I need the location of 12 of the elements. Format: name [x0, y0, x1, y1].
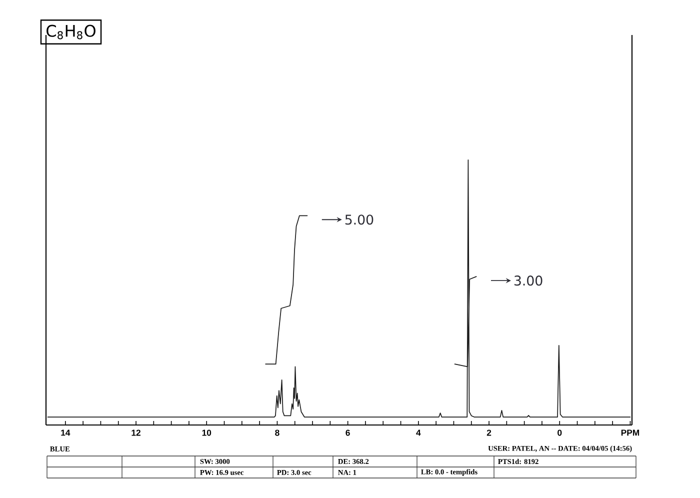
annotation: 5.00	[345, 214, 374, 225]
x-tick-label: 2	[486, 430, 492, 436]
x-tick-label: 6	[346, 430, 350, 436]
x-tick-label: 8	[275, 430, 280, 436]
annotation: 3.00	[514, 276, 542, 286]
x-tick-label: 0	[558, 430, 562, 436]
x-tick-label: PPM	[621, 430, 640, 436]
x-tick-label: 14	[61, 430, 70, 436]
x-tick-label: 12	[132, 430, 140, 436]
chart-title: C$_{8}$H$_{8}$O	[46, 24, 96, 40]
x-tick-label: 4	[416, 430, 421, 436]
x-tick-label: 10	[202, 430, 212, 436]
